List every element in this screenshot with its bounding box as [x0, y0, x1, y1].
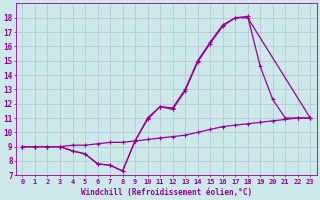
X-axis label: Windchill (Refroidissement éolien,°C): Windchill (Refroidissement éolien,°C) — [81, 188, 252, 197]
